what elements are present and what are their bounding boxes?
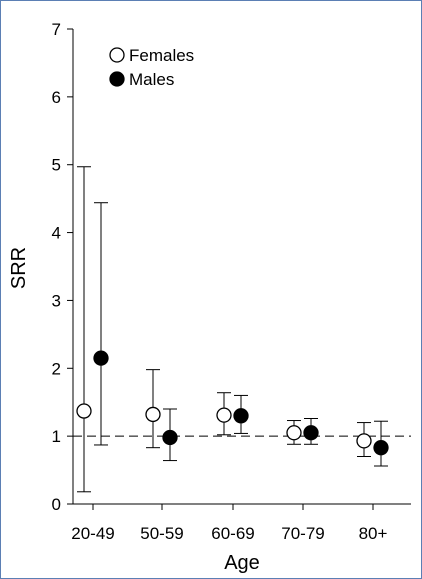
females-point bbox=[286, 425, 302, 441]
legend-label-males: Males bbox=[129, 70, 174, 89]
y-tick-label: 4 bbox=[52, 224, 61, 243]
x-tick-label: 80+ bbox=[359, 524, 388, 543]
x-tick-label: 50-59 bbox=[140, 524, 183, 543]
y-tick-label: 3 bbox=[52, 291, 61, 310]
males-point bbox=[162, 429, 178, 446]
females-point bbox=[356, 433, 372, 449]
x-tick-label: 60-69 bbox=[211, 524, 254, 543]
y-axis-title: SRR bbox=[8, 247, 30, 289]
y-tick-label: 1 bbox=[52, 427, 61, 446]
x-tick-label: 70-79 bbox=[281, 524, 324, 543]
females-point bbox=[216, 407, 232, 423]
females-point bbox=[145, 406, 161, 423]
y-tick-label: 5 bbox=[52, 156, 61, 175]
axes: 0 1 2 3 4 5 6 7 20-49 50-59 60-69 70-79 80+ bbox=[52, 20, 411, 543]
y-tick-label: 6 bbox=[52, 88, 61, 107]
data-marks bbox=[76, 166, 389, 493]
males-point bbox=[233, 408, 249, 424]
x-tick-label: 20-49 bbox=[71, 524, 114, 543]
legend-label-females: Females bbox=[129, 46, 194, 65]
y-tick-label: 0 bbox=[52, 495, 61, 514]
legend-marker-males bbox=[109, 71, 125, 87]
y-tick-label: 7 bbox=[52, 20, 61, 39]
females-point bbox=[76, 403, 92, 419]
males-point bbox=[93, 350, 109, 366]
x-axis-title: Age bbox=[224, 552, 260, 574]
males-point bbox=[303, 425, 319, 441]
legend-marker-females bbox=[109, 47, 125, 63]
legend: Females Males bbox=[109, 46, 194, 89]
males-point bbox=[373, 440, 389, 456]
y-tick-label: 2 bbox=[52, 359, 61, 378]
